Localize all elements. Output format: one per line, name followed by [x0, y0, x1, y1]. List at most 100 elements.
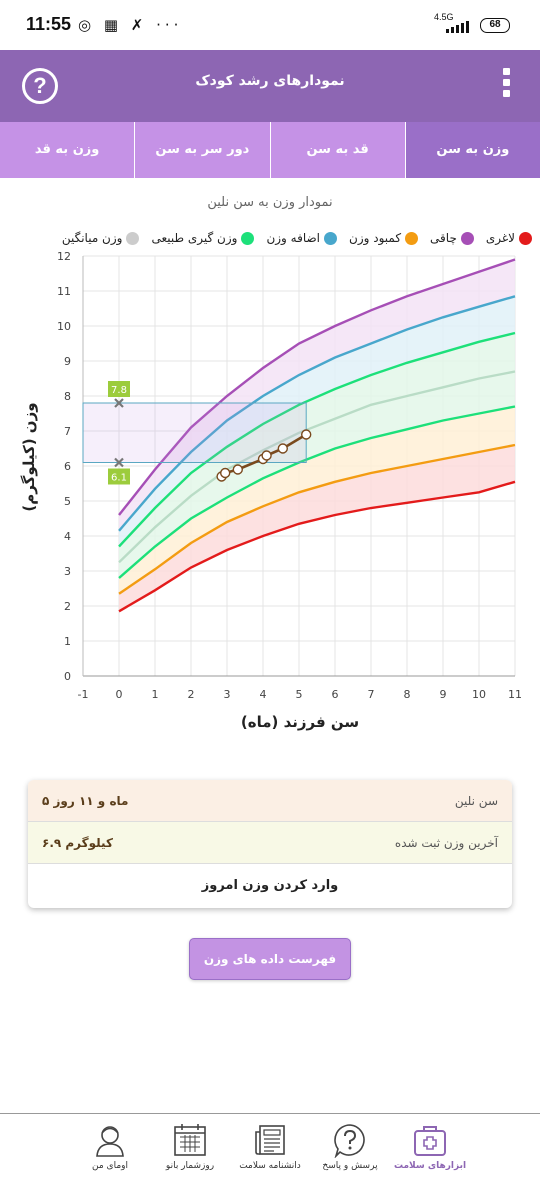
y-tick-label: 5	[64, 495, 71, 508]
legend-item-normal[interactable]: وزن گیری طبیعی	[151, 228, 255, 248]
y-tick-label: 2	[64, 600, 71, 613]
percentile-line	[118, 405, 516, 579]
x-tick-label: 2	[188, 688, 195, 701]
x-tick-label: 8	[404, 688, 411, 701]
percentile-line	[118, 258, 516, 516]
x-tick-label: -1	[78, 688, 89, 701]
child-weight-point	[277, 443, 288, 454]
legend-item-overweight[interactable]: اضافه وزن	[266, 228, 338, 248]
x-tick-label: 6	[332, 688, 339, 701]
y-tick-label: 8	[64, 390, 71, 403]
y-tick-label: 4	[64, 530, 71, 543]
range-marker	[114, 457, 124, 468]
child-info-card: ۵ ماه و ۱۱ روز سن نلین ۶.۹ کیلوگرم آخرین…	[28, 780, 512, 908]
question-icon	[334, 1124, 365, 1158]
age-value: ۵ ماه و ۱۱ روز	[42, 793, 129, 808]
last-weight-label: آخرین وزن ثبت شده	[394, 835, 498, 850]
help-button[interactable]: ?	[22, 68, 58, 104]
nav-questions-answers[interactable]: پرسش و پاسخ	[310, 1114, 390, 1200]
range-value-badge	[108, 381, 130, 397]
tab-height-for-age[interactable]: قد به سن	[271, 122, 406, 178]
legend-dot	[519, 231, 532, 245]
legend-item-underweight[interactable]: کمبود وزن	[349, 228, 419, 248]
percentile-line	[118, 443, 516, 595]
y-tick-label: 7	[64, 425, 71, 438]
medical-kit-icon	[414, 1126, 446, 1156]
x-axis-label: سن فرزند (ماه)	[240, 713, 360, 731]
legend-dot	[126, 231, 140, 245]
battery-icon: 68	[480, 18, 510, 33]
weight-data-list-button[interactable]: فهرست داده های وزن نلین	[189, 938, 351, 1006]
percentile-band	[119, 406, 515, 594]
legend-item-obese[interactable]: چاقی	[430, 228, 474, 248]
nav-my-profile[interactable]: اومای من	[70, 1114, 150, 1200]
child-weight-point	[232, 464, 244, 475]
nav-period-calendar[interactable]: روزشمار بانو	[150, 1114, 230, 1200]
network-type: 4.5G	[434, 12, 454, 22]
tab-weight-for-age[interactable]: وزن به سن	[405, 122, 540, 178]
range-value-label: 6.1	[111, 473, 127, 484]
legend-dot	[324, 231, 338, 245]
x-tick-label: 5	[296, 688, 303, 701]
avatar-icon	[96, 1126, 124, 1157]
tab-head-circumference-for-age[interactable]: دور سر به سن	[135, 122, 271, 178]
last-weight-value: ۶.۹ کیلوگرم	[42, 835, 113, 850]
child-weight-point	[301, 429, 312, 440]
chart-legend: لاغری چاقی کمبود وزن اضافه وزن وزن گیری …	[8, 228, 532, 248]
y-tick-label: 9	[64, 355, 71, 368]
x-tick-label: 11	[508, 688, 522, 701]
newspaper-icon	[255, 1125, 285, 1155]
y-tick-label: 3	[64, 565, 71, 578]
more-options-icon[interactable]	[502, 68, 512, 104]
percentile-band	[119, 296, 515, 547]
age-label: سن نلین	[454, 793, 498, 808]
legend-item-average[interactable]: وزن میانگین	[62, 228, 140, 248]
x-tick-label: 3	[224, 688, 231, 701]
app-bar: ? نمودارهای رشد کودک	[0, 50, 540, 122]
status-bar: 11:55 ◎ ▦ ✗ ··· 4.5G 68	[0, 0, 540, 50]
x-tick-label: 9	[440, 688, 447, 701]
calendar-icon	[174, 1124, 206, 1156]
legend-item-thin[interactable]: لاغری	[486, 228, 532, 248]
percentile-line	[118, 295, 516, 532]
chart-title: نمودار وزن به سن نلین	[207, 195, 333, 210]
legend-dot	[405, 231, 419, 245]
tab-weight-for-height[interactable]: وزن به قد	[0, 122, 136, 178]
tab-bar: وزن به قد دور سر به سن قد به سن وزن به س…	[0, 122, 540, 178]
nav-health-tools[interactable]: ابزارهای سلامت	[390, 1114, 470, 1200]
y-tick-label: 10	[57, 320, 71, 333]
nav-health-encyclopedia[interactable]: دانشنامه سلامت	[230, 1114, 310, 1200]
y-tick-label: 12	[57, 250, 71, 263]
x-tick-label: 10	[472, 688, 486, 701]
page-title: نمودارهای رشد کودک	[195, 73, 345, 89]
y-tick-label: 11	[57, 285, 71, 298]
percentile-band	[119, 259, 515, 531]
legend-dot	[460, 231, 474, 245]
x-tick-label: 7	[368, 688, 375, 701]
y-tick-label: 1	[64, 635, 71, 648]
child-weight-point	[261, 450, 272, 461]
percentile-line	[118, 370, 516, 564]
y-tick-label: 6	[64, 460, 71, 473]
y-tick-label: 0	[64, 670, 71, 683]
percentile-line	[118, 480, 516, 613]
percentile-band	[119, 371, 515, 578]
percentile-line	[118, 331, 516, 548]
x-tick-label: 1	[152, 688, 159, 701]
legend-dot	[241, 231, 255, 245]
percentile-band	[119, 333, 515, 563]
bottom-navigation: اومای من روزشمار بانو دانشنامه سلامت پرس…	[0, 1113, 540, 1200]
status-time: 11:55	[26, 14, 72, 34]
x-tick-label: 0	[116, 688, 123, 701]
notification-icons: ◎ ▦ ✗ ···	[78, 16, 183, 34]
last-weight-row: ۶.۹ کیلوگرم آخرین وزن ثبت شده	[28, 822, 512, 864]
y-axis-label: وزن (کیلوگرم)	[20, 402, 38, 512]
enter-today-weight-button[interactable]: وارد کردن وزن امروز	[201, 878, 339, 893]
percentile-band	[119, 445, 515, 612]
x-tick-label: 4	[260, 688, 267, 701]
range-value-badge	[108, 468, 130, 485]
signal-icon	[446, 21, 469, 33]
child-weight-point	[219, 467, 231, 479]
range-marker	[114, 398, 124, 408]
